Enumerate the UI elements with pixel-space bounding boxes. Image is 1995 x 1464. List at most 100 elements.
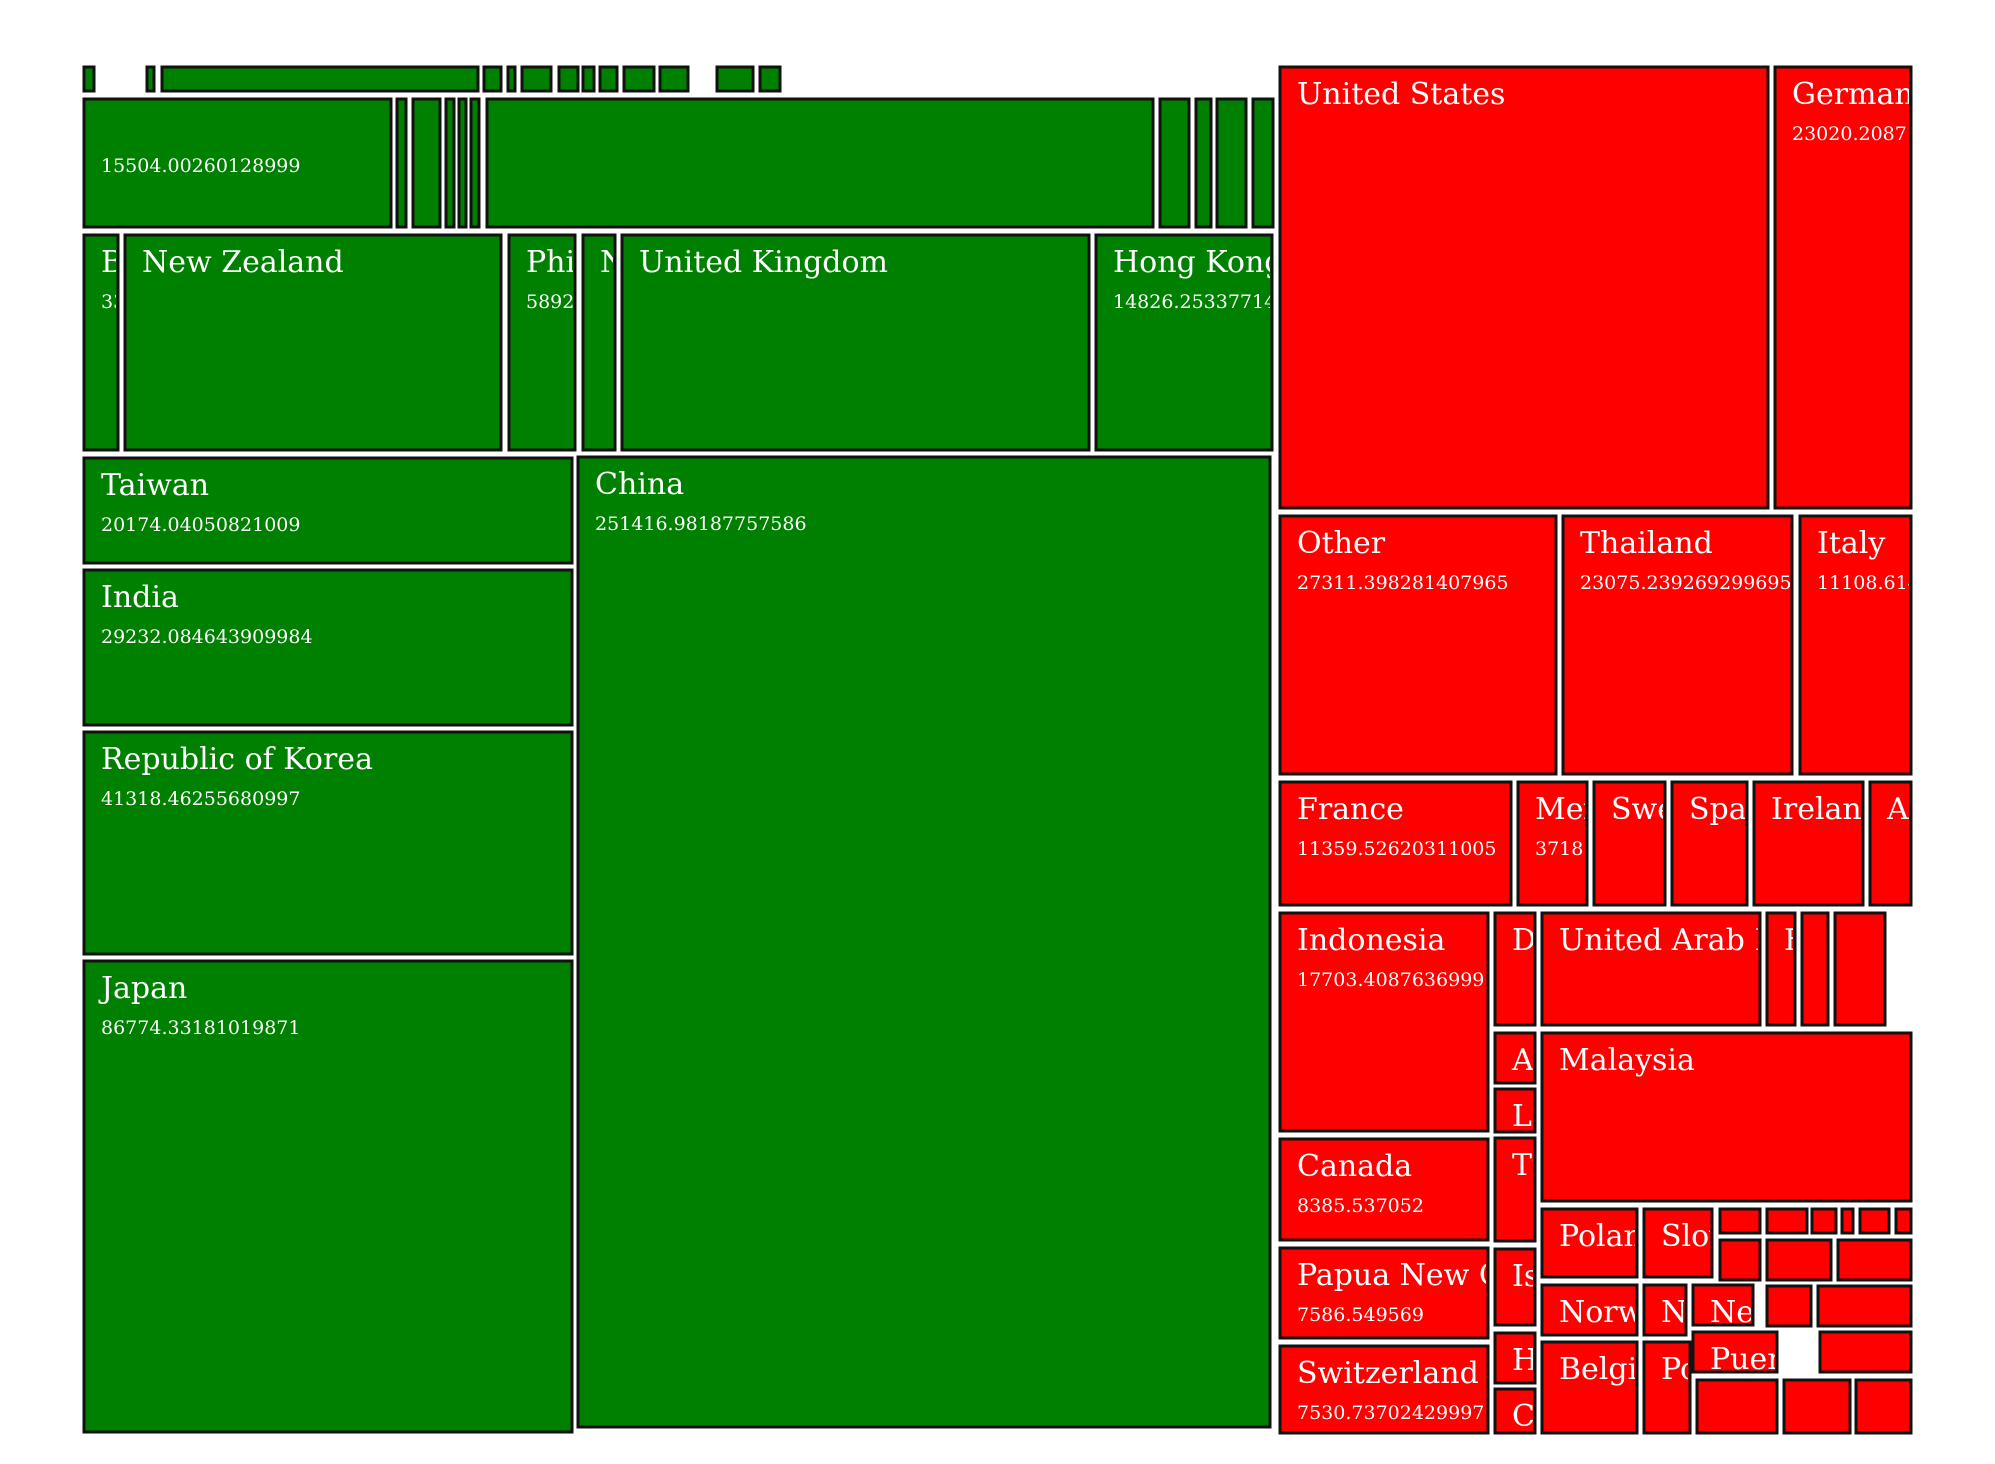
treemap-tile[interactable] [1540, 1283, 1639, 1337]
treemap-tile[interactable] [1840, 1207, 1855, 1235]
tile-label: Indonesia [1297, 923, 1446, 958]
treemap-tile[interactable] [1278, 780, 1513, 907]
treemap-tile[interactable] [1642, 1283, 1688, 1337]
treemap-tile[interactable] [1765, 911, 1797, 1027]
treemap-tile[interactable] [622, 65, 656, 93]
treemap-tile[interactable] [1278, 1344, 1490, 1435]
tile-label: Finland [1784, 923, 1900, 958]
treemap-tile[interactable] [1695, 1378, 1779, 1435]
treemap-tile[interactable] [82, 959, 574, 1434]
treemap-tile[interactable] [145, 65, 156, 93]
treemap-tile[interactable] [506, 65, 517, 93]
treemap-tile[interactable] [1642, 1340, 1692, 1435]
treemap-tile[interactable] [520, 65, 553, 93]
tile-value: 8385.537052 [1297, 1195, 1424, 1217]
treemap-tile[interactable] [123, 233, 503, 452]
treemap-tile[interactable] [1782, 1378, 1852, 1435]
tile-label: Other [1297, 526, 1386, 561]
treemap-tile[interactable] [1765, 1207, 1809, 1235]
treemap-tile[interactable] [1894, 1207, 1913, 1235]
treemap-tile[interactable] [1810, 1207, 1838, 1235]
treemap-tile[interactable] [1493, 1331, 1537, 1385]
treemap-tile[interactable] [1773, 65, 1913, 510]
tile-label: Malaysia [1559, 1043, 1695, 1078]
treemap-tile[interactable] [557, 65, 580, 93]
treemap-tile[interactable] [1158, 97, 1191, 229]
treemap-tile[interactable] [1516, 780, 1589, 907]
treemap-tile[interactable] [1858, 1207, 1891, 1235]
treemap-tile[interactable] [444, 97, 456, 229]
treemap-tile[interactable] [1592, 780, 1667, 907]
treemap-tile[interactable] [1752, 780, 1865, 907]
treemap-tile[interactable] [1691, 1330, 1779, 1374]
treemap-tile[interactable] [457, 97, 468, 229]
treemap-tile[interactable] [1540, 1340, 1639, 1435]
treemap-tile[interactable] [620, 233, 1091, 452]
treemap-tile[interactable] [1854, 1378, 1913, 1435]
treemap-tile[interactable] [1718, 1238, 1762, 1282]
treemap-tile[interactable] [1278, 1137, 1490, 1242]
treemap-tile[interactable] [1493, 1247, 1537, 1327]
treemap-tile[interactable] [82, 97, 393, 229]
treemap-tile[interactable] [1194, 97, 1213, 229]
treemap-tile[interactable] [758, 65, 782, 93]
treemap-tile[interactable] [507, 233, 577, 452]
treemap-tile[interactable] [160, 65, 480, 93]
tile-label: India [101, 580, 179, 615]
treemap-tile[interactable] [1670, 780, 1749, 907]
tile-value: 23020.2087 [1792, 123, 1907, 145]
tile-value: 23075.239269299695 [1580, 572, 1792, 594]
treemap-tile[interactable] [1561, 514, 1794, 776]
treemap-tile[interactable] [1493, 1136, 1537, 1243]
treemap-tile[interactable] [598, 65, 619, 93]
treemap-tile[interactable] [1278, 1246, 1490, 1340]
treemap-tile[interactable] [581, 233, 617, 452]
treemap-tile[interactable] [1800, 911, 1830, 1027]
treemap-tile[interactable] [1798, 514, 1913, 776]
tile-value: 15504.00260128999 [101, 155, 300, 177]
treemap-tile[interactable] [1765, 1284, 1813, 1328]
treemap-tile[interactable] [576, 455, 1272, 1429]
treemap-tile[interactable] [1278, 514, 1558, 776]
treemap-tile[interactable] [482, 65, 503, 93]
treemap-tile[interactable] [1818, 1330, 1913, 1374]
tile-label: Israel [1512, 1259, 1599, 1294]
treemap-tile[interactable] [1642, 1207, 1714, 1279]
treemap-tile[interactable] [715, 65, 755, 93]
treemap-tile[interactable] [1816, 1284, 1913, 1328]
treemap-tile[interactable] [1251, 97, 1275, 229]
tile-value: 27311.398281407965 [1297, 572, 1509, 594]
tile-label: Puerto Rico [1710, 1342, 1888, 1377]
treemap-tile[interactable] [485, 97, 1155, 229]
treemap-tile[interactable] [1493, 911, 1537, 1027]
treemap-tile[interactable] [1718, 1207, 1762, 1235]
treemap-tile[interactable] [1540, 1031, 1913, 1203]
treemap-tile[interactable] [1493, 1387, 1537, 1435]
treemap-tile[interactable] [1540, 911, 1762, 1027]
treemap-tile[interactable] [1836, 1238, 1913, 1282]
treemap-tile[interactable] [411, 97, 442, 229]
treemap-tile[interactable] [1278, 65, 1770, 510]
treemap-tile[interactable] [82, 568, 574, 727]
treemap-tile[interactable] [1278, 911, 1490, 1133]
treemap-tile[interactable] [1493, 1087, 1537, 1134]
treemap-tile[interactable] [1493, 1031, 1537, 1085]
tile-value: 20174.04050821009 [101, 514, 300, 536]
tile-label: Libya [1512, 1099, 1596, 1134]
treemap-tile[interactable] [1691, 1283, 1755, 1327]
treemap-tile[interactable] [1215, 97, 1248, 229]
treemap-tile[interactable] [581, 65, 596, 93]
treemap-tile[interactable] [1540, 1207, 1639, 1279]
treemap-tile[interactable] [82, 65, 96, 93]
treemap-tile[interactable] [1833, 911, 1887, 1027]
treemap-tile[interactable] [1765, 1238, 1833, 1282]
treemap-tile[interactable] [82, 233, 120, 452]
treemap-tile[interactable] [395, 97, 408, 229]
treemap-tile[interactable] [82, 730, 574, 956]
treemap-tile[interactable] [1868, 780, 1913, 907]
treemap-tile[interactable] [82, 456, 574, 565]
treemap-tile[interactable] [1094, 233, 1274, 452]
tile-label: Papua New Guinea [1297, 1258, 1587, 1293]
treemap-tile[interactable] [658, 65, 690, 93]
treemap-tile[interactable] [469, 97, 481, 229]
